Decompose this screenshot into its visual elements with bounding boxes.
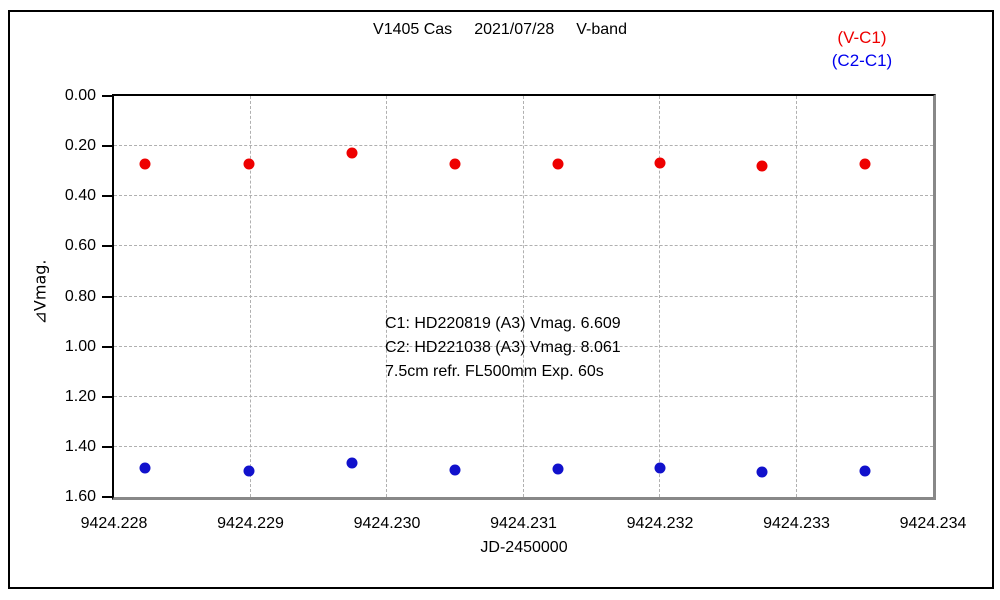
annotation-line-c2: C2: HD221038 (A3) Vmag. 8.061 [385, 339, 621, 356]
legend: (V-C1) (C2-C1) [832, 26, 892, 72]
y-axis-tick [102, 345, 112, 348]
y-tick-label: 0.40 [64, 187, 96, 205]
annotation-block: C1: HD220819 (A3) Vmag. 6.609 C2: HD2210… [385, 312, 621, 384]
x-tick-label: 9424.231 [490, 515, 557, 532]
chart-title: V1405 Cas 2021/07/28 V-band [373, 21, 627, 39]
y-tick-label: 0.60 [64, 237, 96, 255]
y-axis-tick [102, 496, 112, 498]
data-point-v-c1 [552, 158, 564, 170]
data-point-v-c1 [756, 160, 768, 172]
y-tick-label: 0.00 [64, 87, 96, 104]
data-point-c2-c1 [859, 465, 871, 477]
title-object: V1405 Cas [373, 21, 453, 38]
y-axis-tick [102, 295, 112, 298]
x-tick-label: 9424.233 [763, 515, 830, 532]
x-tick-label: 9424.229 [217, 515, 284, 532]
y-tick-label: 0.80 [64, 287, 96, 305]
data-point-v-c1 [859, 158, 871, 170]
title-band: V-band [576, 21, 627, 38]
h-gridline [114, 345, 933, 347]
h-gridline [114, 295, 933, 297]
y-axis-tick [102, 445, 112, 448]
y-axis-tick [102, 245, 112, 248]
h-gridline [114, 245, 933, 247]
annotation-line-c1: C1: HD220819 (A3) Vmag. 6.609 [385, 315, 621, 332]
annotation-line-scope: 7.5cm refr. FL500mm Exp. 60s [385, 363, 604, 380]
data-point-v-c1 [449, 158, 461, 170]
data-point-v-c1 [346, 147, 357, 159]
legend-item-c2-c1: (C2-C1) [831, 51, 893, 70]
data-point-v-c1 [243, 158, 255, 170]
y-tick-label: 1.00 [64, 337, 96, 355]
v-gridline [249, 96, 251, 497]
data-point-v-c1 [139, 158, 151, 170]
data-point-c2-c1 [346, 457, 357, 469]
y-axis-tick [102, 195, 112, 198]
x-tick-label: 9424.232 [626, 515, 694, 532]
x-tick-label: 9424.230 [353, 515, 421, 532]
h-gridline [114, 145, 933, 147]
x-tick-label: 9424.234 [899, 515, 967, 532]
v-gridline [795, 96, 797, 497]
plot-area [112, 94, 936, 500]
y-tick-label: 0.20 [64, 137, 96, 155]
y-axis-tick [102, 95, 112, 97]
data-point-c2-c1 [243, 465, 255, 477]
h-gridline [114, 195, 933, 197]
data-point-c2-c1 [139, 462, 151, 474]
data-point-c2-c1 [654, 462, 666, 474]
data-point-c2-c1 [756, 466, 768, 478]
h-gridline [114, 445, 933, 447]
v-gridline [659, 96, 660, 497]
x-tick-label: 9424.228 [80, 515, 148, 532]
y-axis-tick [102, 145, 112, 148]
title-date: 2021/07/28 [474, 21, 555, 38]
y-axis-tick [102, 395, 112, 398]
x-axis-label: JD-2450000 [480, 539, 568, 556]
y-tick-label: 1.20 [64, 387, 96, 405]
data-point-c2-c1 [552, 463, 564, 475]
v-gridline [386, 96, 387, 497]
y-tick-label: 1.40 [64, 437, 96, 455]
data-point-v-c1 [654, 157, 666, 169]
legend-item-v-c1: (V-C1) [837, 28, 887, 47]
y-tick-label: 1.60 [64, 488, 96, 505]
data-point-c2-c1 [449, 464, 461, 476]
h-gridline [114, 395, 933, 397]
y-axis-label: ⊿Vmag. [30, 259, 50, 325]
v-gridline [522, 96, 524, 497]
